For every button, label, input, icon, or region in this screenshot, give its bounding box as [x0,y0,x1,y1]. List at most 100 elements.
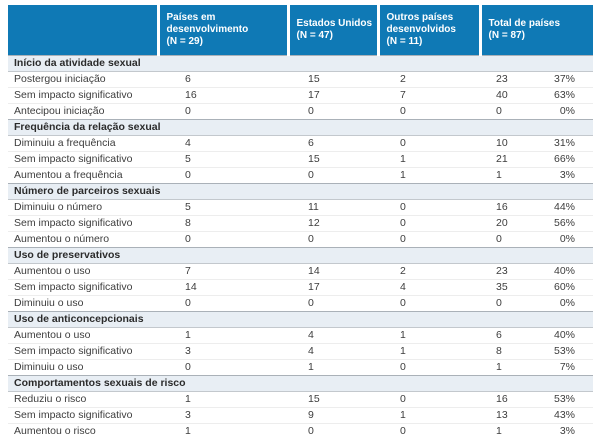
value-cell: 3 [158,406,288,423]
table-row: Aumentou o uso 1 4 1 6 40% [8,326,594,343]
value-cell: 21 [480,150,542,167]
percent-cell: 60% [542,278,594,295]
row-label: Diminuiu o número [8,198,158,215]
column-title: Total de países [488,17,561,29]
table-body: Início da atividade sexual Postergou inic… [8,54,594,439]
percent-cell: 43% [542,406,594,423]
percent-cell: 63% [542,86,594,103]
value-cell: 23 [480,262,542,279]
value-cell: 4 [158,134,288,151]
row-label: Diminuiu o uso [8,358,158,375]
table-row: Aumentou o número 0 0 0 0 0% [8,230,594,247]
table-row: Sem impacto significativo 16 17 7 40 63% [8,86,594,103]
table-row: Aumentou a frequência 0 0 1 1 3% [8,166,594,183]
row-label: Antecipou iniciação [8,102,158,119]
section-header: Uso de preservativos [8,246,594,264]
column-title: Outros países desenvolvidos [386,11,456,35]
value-cell: 16 [158,86,288,103]
value-cell: 23 [480,70,542,87]
value-cell: 1 [378,326,480,343]
row-label: Aumentou o risco [8,422,158,439]
row-label: Aumentou o número [8,230,158,247]
value-cell: 0 [158,294,288,311]
column-header-3: Outros países desenvolvidos (N = 11) [376,5,480,55]
column-sample-size: (N = 29) [166,35,203,47]
value-cell: 9 [288,406,378,423]
value-cell: 2 [378,70,480,87]
value-cell: 16 [480,390,542,407]
percent-cell: 3% [542,422,594,439]
row-label: Sem impacto significativo [8,150,158,167]
section-header: Comportamentos sexuais de risco [8,374,594,392]
value-cell: 11 [288,198,378,215]
value-cell: 8 [480,342,542,359]
percent-cell: 40% [542,326,594,343]
table-row: Sem impacto significativo 14 17 4 35 60% [8,278,594,295]
value-cell: 2 [378,262,480,279]
value-cell: 10 [480,134,542,151]
value-cell: 0 [288,102,378,119]
section-header: Frequência da relação sexual [8,118,594,136]
value-cell: 1 [480,358,542,375]
column-title: Países em desenvolvimento [166,11,249,35]
percent-cell: 0% [542,102,594,119]
section-row: Uso de anticoncepcionais [8,310,594,328]
value-cell: 0 [158,358,288,375]
row-label: Diminuiu o uso [8,294,158,311]
row-label: Sem impacto significativo [8,214,158,231]
percent-cell: 66% [542,150,594,167]
column-sample-size: (N = 11) [386,35,423,47]
row-label: Sem impacto significativo [8,406,158,423]
row-label: Sem impacto significativo [8,342,158,359]
value-cell: 0 [288,422,378,439]
table-row: Sem impacto significativo 5 15 1 21 66% [8,150,594,167]
row-label: Sem impacto significativo [8,278,158,295]
corner-header-cell [8,5,158,55]
value-cell: 0 [378,358,480,375]
value-cell: 1 [378,150,480,167]
value-cell: 1 [158,422,288,439]
value-cell: 0 [378,294,480,311]
value-cell: 5 [158,198,288,215]
value-cell: 4 [288,342,378,359]
value-cell: 6 [480,326,542,343]
percent-cell: 37% [542,70,594,87]
value-cell: 0 [378,102,480,119]
value-cell: 14 [288,262,378,279]
table-row: Diminuiu o número 5 11 0 16 44% [8,198,594,215]
value-cell: 7 [158,262,288,279]
percent-cell: 7% [542,358,594,375]
value-cell: 0 [480,230,542,247]
value-cell: 0 [480,102,542,119]
value-cell: 17 [288,86,378,103]
value-cell: 7 [378,86,480,103]
percent-cell: 53% [542,342,594,359]
value-cell: 40 [480,86,542,103]
value-cell: 6 [158,70,288,87]
section-header: Número de parceiros sexuais [8,182,594,200]
value-cell: 8 [158,214,288,231]
value-cell: 1 [480,166,542,183]
value-cell: 0 [378,422,480,439]
value-cell: 1 [378,406,480,423]
value-cell: 0 [288,166,378,183]
value-cell: 0 [480,294,542,311]
value-cell: 12 [288,214,378,231]
table-row: Diminuiu o uso 0 0 0 0 0% [8,294,594,311]
percent-cell: 31% [542,134,594,151]
value-cell: 5 [158,150,288,167]
header-row: Países em desenvolvimento (N = 29) Estados… [8,5,594,55]
table-header: Países em desenvolvimento (N = 29) Estados… [8,5,594,55]
percent-cell: 44% [542,198,594,215]
table-row: Antecipou iniciação 0 0 0 0 0% [8,102,594,119]
table-row: Diminuiu a frequência 4 6 0 10 31% [8,134,594,151]
row-label: Aumentou o uso [8,326,158,343]
table-row: Aumentou o uso 7 14 2 23 40% [8,262,594,279]
value-cell: 0 [378,134,480,151]
percent-cell: 3% [542,166,594,183]
row-label: Aumentou a frequência [8,166,158,183]
value-cell: 0 [378,390,480,407]
value-cell: 4 [288,326,378,343]
section-row: Número de parceiros sexuais [8,182,594,200]
